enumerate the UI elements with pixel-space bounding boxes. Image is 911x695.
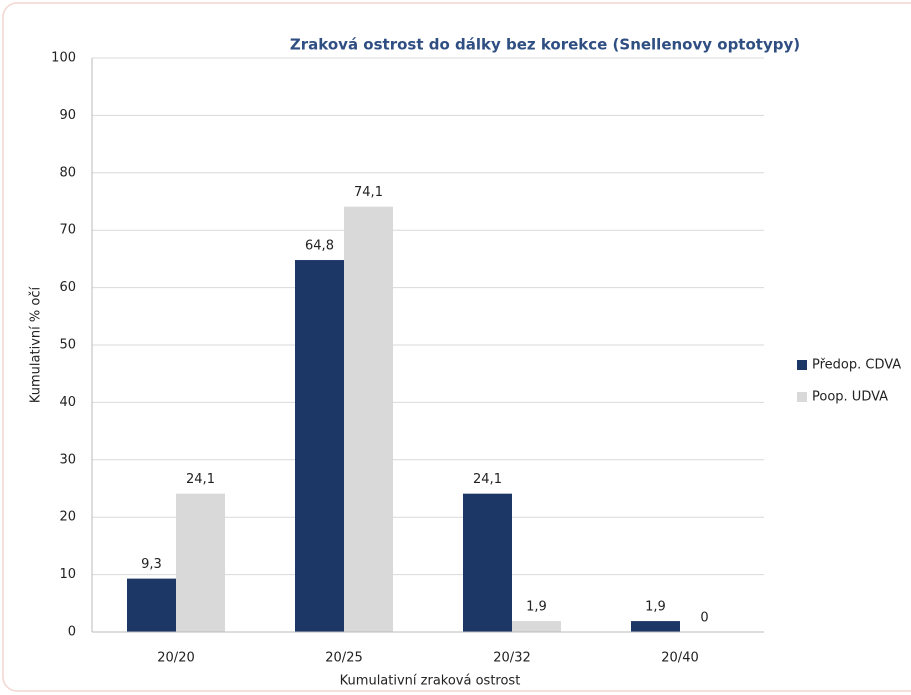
legend-label: Předop. CDVA <box>812 358 901 373</box>
x-tick-label: 20/32 <box>493 651 530 666</box>
legend-swatch <box>797 392 807 402</box>
value-label: 9,3 <box>141 557 162 572</box>
y-tick-label: 0 <box>68 625 76 640</box>
x-tick-label: 20/20 <box>157 651 194 666</box>
bar <box>295 260 344 632</box>
x-tick-label: 20/40 <box>661 651 698 666</box>
bar <box>631 621 680 632</box>
chart-title: Zraková ostrost do dálky bez korekce (Sn… <box>290 36 800 54</box>
value-label: 64,8 <box>305 239 334 254</box>
y-tick-label: 10 <box>59 567 76 582</box>
value-label: 24,1 <box>473 472 502 487</box>
y-tick-label: 40 <box>59 395 76 410</box>
y-axis-label: Kumulativní % očí <box>29 287 44 404</box>
value-label: 24,1 <box>186 472 215 487</box>
bar <box>512 621 561 632</box>
y-tick-label: 90 <box>59 108 76 123</box>
bar <box>463 493 512 632</box>
y-tick-label: 20 <box>59 510 76 525</box>
bar <box>176 493 225 632</box>
y-tick-label: 100 <box>51 51 76 66</box>
value-label: 0 <box>700 611 708 626</box>
value-label: 1,9 <box>645 600 666 615</box>
y-tick-label: 80 <box>59 165 76 180</box>
x-axis-label: Kumulativní zraková ostrost <box>340 674 521 689</box>
bar <box>127 578 176 632</box>
value-label: 74,1 <box>354 185 383 200</box>
y-tick-label: 30 <box>59 452 76 467</box>
x-tick-label: 20/25 <box>325 651 362 666</box>
legend-swatch <box>797 360 807 370</box>
y-tick-label: 70 <box>59 223 76 238</box>
legend-label: Poop. UDVA <box>812 390 888 405</box>
bar <box>344 206 393 632</box>
y-tick-label: 60 <box>59 280 76 295</box>
value-label: 1,9 <box>526 600 547 615</box>
y-tick-label: 50 <box>59 338 76 353</box>
